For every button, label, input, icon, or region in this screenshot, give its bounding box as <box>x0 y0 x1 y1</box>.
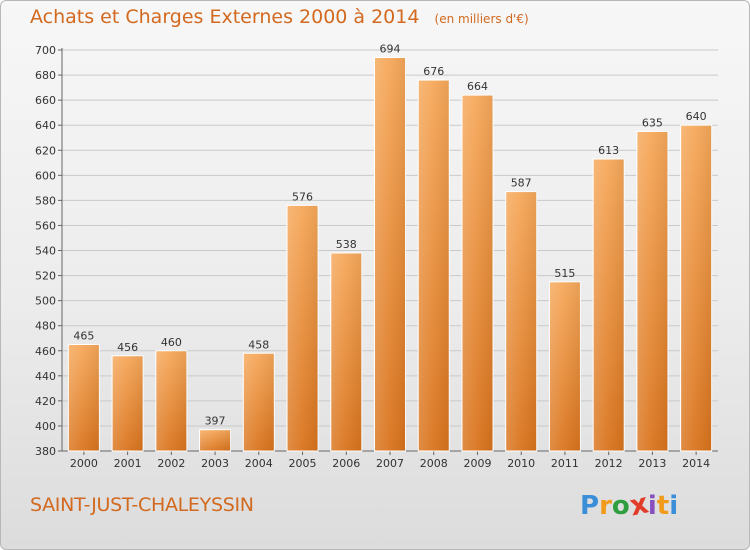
y-axis-ticks: 380 400 420 440 460 480 500 520 540 560 580 600 620 6… <box>35 44 56 458</box>
value-label-2003: 397 <box>205 415 226 428</box>
y-tick-label: 440 <box>35 370 56 383</box>
bar-shine-2012 <box>593 159 625 451</box>
value-label-2007: 694 <box>380 43 401 56</box>
logo-letter: t <box>656 491 670 521</box>
y-tick-label: 400 <box>35 420 56 433</box>
bar-shine-2011 <box>549 281 581 451</box>
x-tick-label-2002: 2002 <box>157 457 185 470</box>
proxiti-logo: Proxiti <box>580 486 690 524</box>
bar-shine-2007 <box>374 57 406 452</box>
commune-name: SAINT-JUST-CHALEYSSIN <box>30 494 254 516</box>
bar-shine-2010 <box>505 191 537 451</box>
y-tick-label: 480 <box>35 320 56 333</box>
logo-letter: i <box>669 491 679 521</box>
y-tick-label: 580 <box>35 194 56 207</box>
x-tick-label-2010: 2010 <box>507 457 535 470</box>
y-tick-label: 680 <box>35 69 56 82</box>
y-tick-label: 700 <box>35 44 56 57</box>
value-label-2009: 664 <box>467 80 488 93</box>
bar-shine-2009 <box>461 95 493 452</box>
value-label-2011: 515 <box>554 267 575 280</box>
logo-letter: r <box>599 491 612 521</box>
x-tick-label-2014: 2014 <box>682 457 710 470</box>
bar-shine-2004 <box>243 353 275 451</box>
x-tick-label-2008: 2008 <box>420 457 448 470</box>
logo-letter: P <box>580 491 600 521</box>
value-label-2000: 465 <box>73 329 94 342</box>
value-label-2012: 613 <box>598 144 619 157</box>
y-tick-label: 540 <box>35 245 56 258</box>
bar-shine-2013 <box>636 131 668 451</box>
value-label-2002: 460 <box>161 336 182 349</box>
value-label-2005: 576 <box>292 190 313 203</box>
y-tick-label: 640 <box>35 119 56 132</box>
chart-subtitle: (en milliers d'€) <box>434 12 529 26</box>
bar-shine-2006 <box>330 253 362 451</box>
x-tick-label-2004: 2004 <box>245 457 273 470</box>
bar-shine-2014 <box>680 125 712 451</box>
value-label-2008: 676 <box>423 65 444 78</box>
x-tick-label-2007: 2007 <box>376 457 404 470</box>
logo-letter: i <box>647 491 657 521</box>
x-tick-label-2003: 2003 <box>201 457 229 470</box>
bar-shine-2008 <box>418 80 450 451</box>
y-tick-label: 380 <box>35 445 56 458</box>
x-tick-label-2012: 2012 <box>595 457 623 470</box>
chart-title: Achats et Charges Externes 2000 à 2014 <box>30 6 420 28</box>
value-label-2013: 635 <box>642 116 663 129</box>
y-tick-label: 660 <box>35 94 56 107</box>
title-row: Achats et Charges Externes 2000 à 2014 (… <box>30 6 529 28</box>
y-tick-label: 500 <box>35 295 56 308</box>
value-label-2010: 587 <box>511 177 532 190</box>
x-axis-ticks: 2000 2001 2002 2003 2004 2005 2006 2007 2008 2009… <box>70 457 710 470</box>
value-label-2001: 456 <box>117 341 138 354</box>
y-tick-label: 460 <box>35 345 56 358</box>
x-tick-label-2013: 2013 <box>638 457 666 470</box>
bar-shine-2001 <box>112 355 144 451</box>
value-label-2004: 458 <box>248 338 269 351</box>
bar-shine-2003 <box>199 429 231 451</box>
value-label-2014: 640 <box>686 110 707 123</box>
y-tick-label: 600 <box>35 169 56 182</box>
x-tick-label-2006: 2006 <box>332 457 360 470</box>
x-tick-label-2001: 2001 <box>114 457 142 470</box>
bar-shine-2002 <box>155 350 187 451</box>
value-label-2006: 538 <box>336 238 357 251</box>
y-tick-label: 560 <box>35 219 56 232</box>
bar-shine-2005 <box>287 205 319 451</box>
x-tick-label-2000: 2000 <box>70 457 98 470</box>
logo-letter: o <box>611 491 630 521</box>
bar-shine-2000 <box>68 344 100 451</box>
x-tick-label-2009: 2009 <box>463 457 491 470</box>
y-tick-label: 620 <box>35 144 56 157</box>
y-tick-label: 420 <box>35 395 56 408</box>
x-tick-label-2005: 2005 <box>289 457 317 470</box>
x-tick-label-2011: 2011 <box>551 457 579 470</box>
y-tick-label: 520 <box>35 270 56 283</box>
value-labels: 465 456 460 397 458 576 538 694 676 664 587 515 613 6… <box>73 43 706 428</box>
bars <box>67 57 713 452</box>
